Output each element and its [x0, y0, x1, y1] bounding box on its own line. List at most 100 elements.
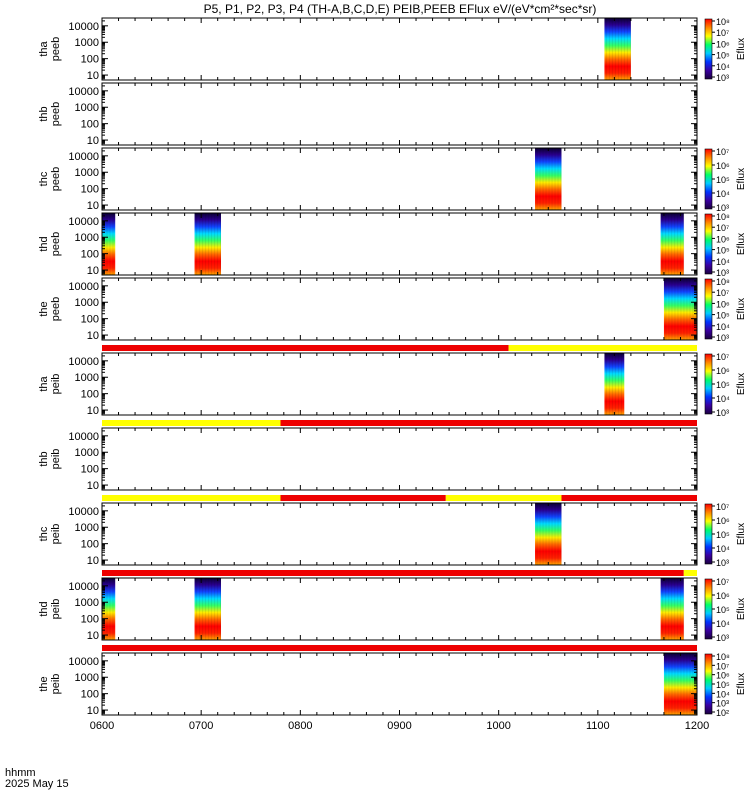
- colorbar-label: Eflux: [736, 373, 747, 395]
- colorbar: [704, 18, 713, 80]
- colorbar-label: Eflux: [736, 233, 747, 255]
- colorbar-tick-label: 10⁵: [716, 246, 730, 256]
- y-tick-label: 10: [87, 70, 99, 82]
- flag-bar-segment: [561, 495, 697, 501]
- colorbar-tick-label: 10⁴: [716, 322, 730, 332]
- colorbar-tick-label: 10⁷: [716, 502, 729, 512]
- y-tick-label: 10000: [68, 581, 99, 593]
- y-tick-label: 1000: [75, 297, 99, 309]
- plot-frame: [101, 502, 698, 566]
- instrument-label: peeb: [50, 297, 62, 321]
- y-tick-label: 10: [87, 405, 99, 417]
- panel-tha-peib: 10 100 1000 10000 tha peib 10⁷ 10⁶ 10⁵ 10⁴ 10³ Eflu…: [38, 345, 747, 418]
- panel-thd-peib: 10 100 1000 10000 thd peib 10⁷ 10⁶ 10⁵ 10⁴ 10³ Eflu…: [38, 570, 747, 643]
- time-tick-label: 0800: [288, 720, 312, 732]
- y-tick-label: 10000: [68, 281, 99, 293]
- plot-frame: [101, 577, 698, 641]
- probe-label: thb: [38, 451, 50, 466]
- y-tick-label: 10: [87, 630, 99, 642]
- spectrogram-block: [660, 213, 684, 275]
- spectrogram-block: [102, 578, 116, 640]
- spectrogram-block: [194, 213, 221, 275]
- colorbar-label: Eflux: [736, 298, 747, 320]
- colorbar-tick-label: 10⁴: [716, 394, 730, 404]
- spectrogram-block: [660, 578, 684, 640]
- colorbar-label: Eflux: [736, 673, 747, 695]
- plot-frame: [101, 427, 698, 491]
- colorbar-tick-label: 10⁶: [716, 591, 730, 601]
- spectrogram-block: [102, 213, 116, 275]
- y-tick-label: 100: [81, 539, 99, 551]
- time-tick-label: 1200: [685, 720, 709, 732]
- figure-title: P5, P1, P2, P3, P4 (TH-A,B,C,D,E) PEIB,P…: [204, 2, 597, 16]
- colorbar-tick-label: 10⁴: [716, 257, 730, 267]
- y-tick-label: 100: [81, 389, 99, 401]
- y-tick-label: 10: [87, 705, 99, 717]
- time-tick-label: 1000: [486, 720, 510, 732]
- colorbar-tick-label: 10⁷: [716, 28, 729, 38]
- flag-bar-segment: [445, 495, 562, 501]
- spectrogram-block: [663, 653, 697, 715]
- flag-bar-segment: [280, 420, 697, 426]
- instrument-label: peeb: [50, 102, 62, 126]
- instrument-label: peib: [50, 599, 62, 620]
- y-tick-label: 100: [81, 314, 99, 326]
- colorbar-tick-label: 10⁶: [716, 366, 730, 376]
- colorbar-label: Eflux: [736, 168, 747, 190]
- colorbar-tick-label: 10⁵: [716, 380, 730, 390]
- colorbar-tick-label: 10⁵: [716, 605, 730, 615]
- probe-label: the: [38, 301, 50, 316]
- colorbar-tick-label: 10³: [716, 73, 729, 83]
- colorbar-tick-label: 10³: [716, 333, 729, 343]
- y-tick-label: 1000: [75, 167, 99, 179]
- y-tick-label: 10000: [68, 431, 99, 443]
- y-tick-label: 10000: [68, 86, 99, 98]
- plot-frame: [101, 652, 698, 716]
- colorbar-tick-label: 10⁷: [716, 577, 729, 587]
- y-tick-label: 10000: [68, 21, 99, 33]
- colorbar: [704, 653, 713, 715]
- instrument-label: peib: [50, 374, 62, 395]
- y-tick-label: 1000: [75, 372, 99, 384]
- colorbar-tick-label: 10⁶: [716, 234, 730, 244]
- colorbar-tick-label: 10⁴: [716, 689, 730, 699]
- colorbar-tick-label: 10⁶: [716, 299, 730, 309]
- y-tick-label: 1000: [75, 102, 99, 114]
- colorbar-label: Eflux: [736, 598, 747, 620]
- colorbar-tick-label: 10⁴: [716, 619, 730, 629]
- y-tick-label: 100: [81, 184, 99, 196]
- time-axis: 0600 0700 0800 0900 1000 1100 1200: [90, 720, 709, 732]
- colorbar-tick-label: 10⁷: [716, 352, 729, 362]
- flag-bar-segment: [508, 345, 697, 351]
- panel-thc-peib: 10 100 1000 10000 thc peib 10⁷ 10⁶ 10⁵ 10⁴ 10³ Eflu…: [38, 495, 747, 568]
- colorbar-tick-label: 10³: [716, 699, 729, 709]
- y-tick-label: 10000: [68, 656, 99, 668]
- y-tick-label: 10: [87, 480, 99, 492]
- y-tick-label: 10000: [68, 151, 99, 163]
- colorbar-tick-label: 10⁷: [716, 223, 729, 233]
- probe-label: the: [38, 676, 50, 691]
- instrument-label: peeb: [50, 232, 62, 256]
- colorbar-tick-label: 10⁶: [716, 39, 730, 49]
- probe-label: tha: [38, 40, 50, 56]
- spectrogram-block: [535, 503, 562, 565]
- spectrogram-block: [535, 148, 562, 210]
- colorbar: [704, 353, 713, 415]
- colorbar-tick-label: 10³: [716, 558, 729, 568]
- colorbar-tick-label: 10⁵: [716, 51, 730, 61]
- y-tick-label: 10: [87, 200, 99, 212]
- instrument-label: peeb: [50, 167, 62, 191]
- colorbar-tick-label: 10⁵: [716, 311, 730, 321]
- colorbar-tick-label: 10⁴: [716, 189, 730, 199]
- spectrogram-block: [604, 353, 625, 415]
- colorbar: [704, 213, 713, 275]
- y-tick-label: 10000: [68, 506, 99, 518]
- y-tick-label: 100: [81, 249, 99, 261]
- flag-bar-segment: [102, 645, 697, 651]
- colorbar-tick-label: 10³: [716, 633, 729, 643]
- colorbar-tick-label: 10⁷: [716, 147, 729, 157]
- time-tick-label: 1100: [586, 720, 610, 732]
